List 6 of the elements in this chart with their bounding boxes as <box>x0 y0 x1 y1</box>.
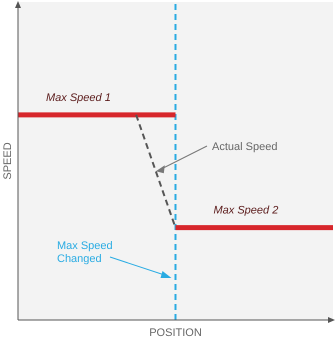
series-label: Max Speed 1 <box>46 92 111 104</box>
series-label: Max Speed 2 <box>214 204 278 217</box>
x-axis-title: POSITION <box>149 327 202 339</box>
text: Actual Speed <box>212 141 278 153</box>
y-axis-title: SPEED <box>2 142 14 180</box>
text: Max Speed Changed <box>57 240 113 265</box>
